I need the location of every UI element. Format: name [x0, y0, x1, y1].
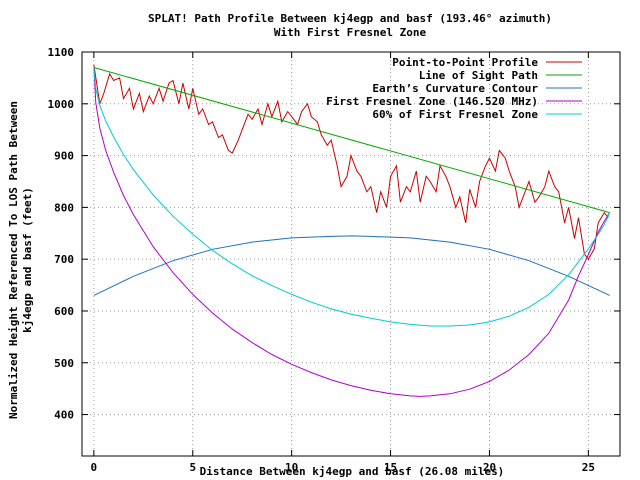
series-group [93, 64, 611, 397]
legend-label: Earth’s Curvature Contour [372, 82, 538, 95]
y-tick-label: 800 [54, 201, 74, 214]
x-tick-label: 20 [483, 461, 496, 474]
legend-label: 60% of First Fresnel Zone [372, 108, 538, 121]
chart-subtitle: With First Fresnel Zone [274, 26, 427, 39]
x-tick-label: 25 [582, 461, 595, 474]
series-line-earth-s-curvature-contour [93, 235, 610, 296]
plot-frame [81, 51, 621, 457]
y-tick-label: 1000 [48, 98, 75, 111]
legend-label: First Fresnel Zone (146.520 MHz) [326, 95, 538, 108]
chart-title: SPLAT! Path Profile Between kj4egp and b… [148, 12, 552, 25]
grid [82, 51, 620, 456]
x-tick-label: 5 [189, 461, 196, 474]
y-tick-label: 1100 [48, 46, 75, 59]
y-tick-label: 900 [54, 150, 74, 163]
y-axis-label-line1: Normalized Height Referenced To LOS Path… [7, 101, 20, 419]
axis-ticks: 0 5 10 15 20 25 400 500 600 700 800 900 1000 1100 [48, 46, 620, 474]
legend-label: Line of Sight Path [419, 69, 538, 82]
y-tick-label: 600 [54, 305, 74, 318]
y-axis-label-line2: kj4egp and basf (feet) [21, 187, 34, 333]
x-tick-label: 0 [91, 461, 98, 474]
legend-label: Point-to-Point Profile [392, 56, 538, 69]
x-tick-label: 15 [384, 461, 397, 474]
series-line-first-fresnel-zone-146-520-mhz [93, 67, 611, 397]
y-tick-label: 500 [54, 357, 74, 370]
y-tick-label: 400 [54, 409, 74, 422]
x-axis-label: Distance Between kj4egp and basf (26.08 … [200, 465, 505, 478]
series-line-60-of-first-fresnel-zone [93, 67, 611, 327]
y-tick-label: 700 [54, 253, 74, 266]
series-line-line-of-sight-path [93, 67, 610, 214]
series-line-point-to-point-profile [93, 64, 609, 261]
x-tick-label: 10 [285, 461, 298, 474]
